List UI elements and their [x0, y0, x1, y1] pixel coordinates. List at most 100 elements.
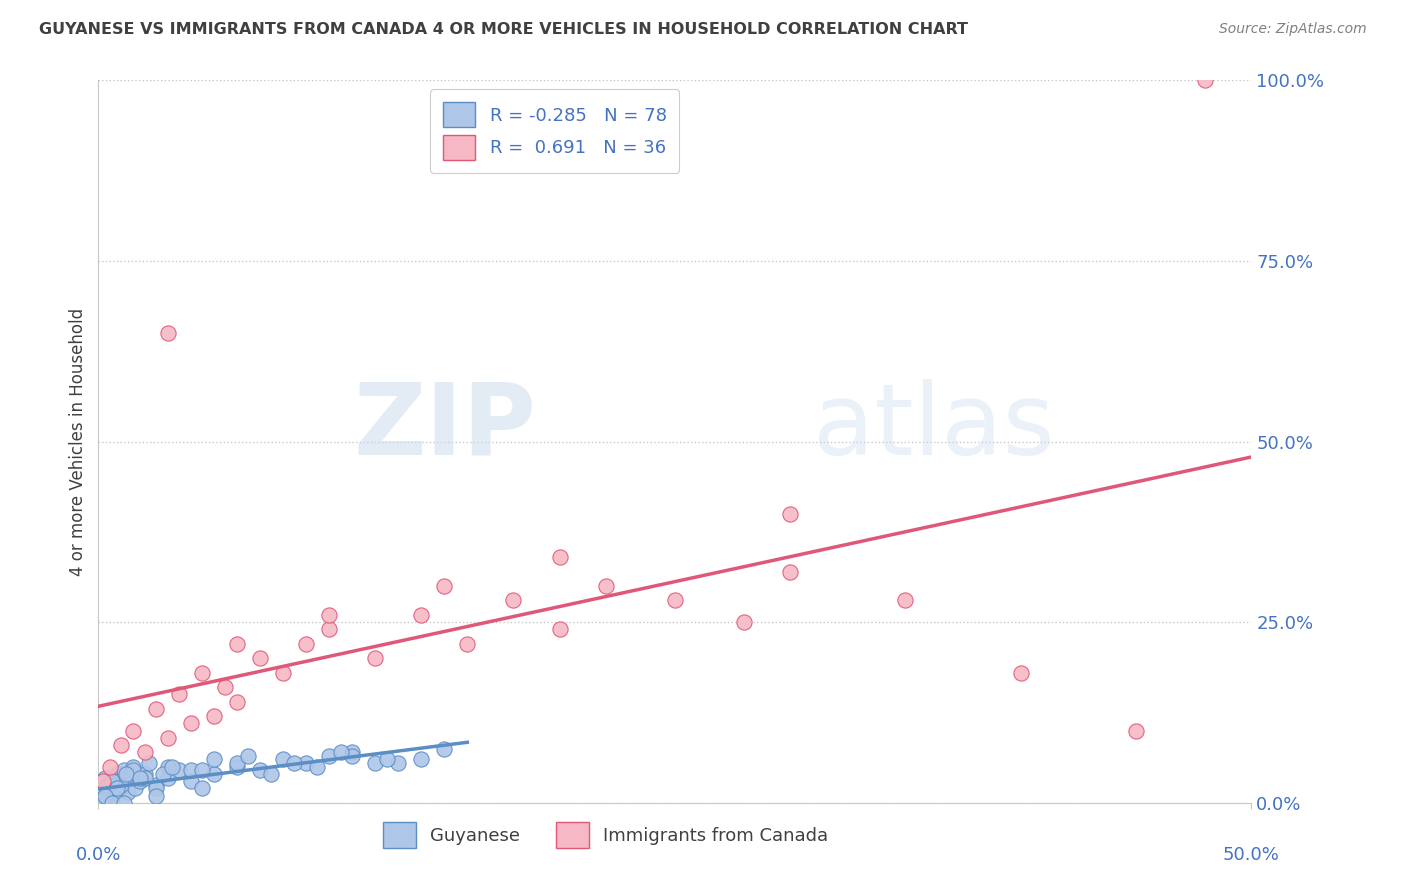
Point [664, 593, 686, 607]
Point [191, 781, 214, 796]
Point [225, 760, 247, 774]
Point [103, 778, 125, 792]
Point [260, 767, 283, 781]
Point [101, 789, 124, 803]
Point [225, 695, 247, 709]
Point [156, 731, 179, 745]
Point [375, 752, 398, 766]
Point [779, 565, 801, 579]
Point [202, 767, 225, 781]
Point [110, 738, 132, 752]
Point [87, 796, 110, 810]
Point [271, 752, 294, 766]
Point [202, 709, 225, 723]
Point [110, 781, 132, 796]
Point [1010, 665, 1032, 680]
Point [225, 637, 247, 651]
Point [152, 767, 174, 781]
Point [191, 764, 214, 778]
Point [87, 789, 110, 803]
Point [91, 778, 114, 792]
Point [364, 651, 387, 665]
Point [134, 767, 156, 781]
Point [129, 774, 152, 789]
Point [548, 623, 571, 637]
Point [249, 651, 271, 665]
Point [90, 789, 112, 803]
Point [156, 760, 179, 774]
Point [456, 637, 478, 651]
Text: ZIP: ZIP [354, 378, 537, 475]
Point [249, 764, 271, 778]
Point [87, 792, 110, 806]
Point [411, 752, 433, 766]
Point [91, 785, 114, 799]
Text: GUYANESE VS IMMIGRANTS FROM CANADA 4 OR MORE VEHICLES IN HOUSEHOLD CORRELATION C: GUYANESE VS IMMIGRANTS FROM CANADA 4 OR … [39, 22, 969, 37]
Point [340, 745, 363, 759]
Text: Source: ZipAtlas.com: Source: ZipAtlas.com [1219, 22, 1367, 37]
Point [122, 760, 145, 774]
Point [98, 760, 121, 774]
Point [115, 771, 138, 785]
Point [180, 716, 202, 731]
Point [87, 796, 110, 810]
Point [329, 745, 352, 759]
Point [156, 326, 179, 341]
Point [191, 665, 214, 680]
Point [145, 781, 167, 796]
Point [91, 774, 114, 789]
Point [98, 771, 121, 785]
Point [122, 723, 145, 738]
Point [548, 550, 571, 565]
Point [433, 579, 456, 593]
Point [387, 756, 409, 770]
Point [90, 785, 112, 799]
Point [89, 796, 111, 810]
Point [117, 785, 139, 799]
Point [105, 767, 128, 781]
Legend: Guyanese, Immigrants from Canada: Guyanese, Immigrants from Canada [373, 812, 839, 859]
Point [340, 748, 363, 763]
Point [180, 764, 202, 778]
Point [101, 796, 124, 810]
Point [97, 785, 120, 799]
Point [307, 760, 329, 774]
Text: 0.0%: 0.0% [76, 847, 121, 864]
Point [91, 792, 114, 806]
Point [97, 778, 120, 792]
Text: atlas: atlas [813, 378, 1054, 475]
Point [318, 607, 340, 622]
Point [433, 741, 456, 756]
Point [502, 593, 524, 607]
Point [134, 745, 156, 759]
Point [283, 756, 305, 770]
Point [112, 796, 135, 810]
Point [110, 778, 132, 792]
Point [90, 792, 112, 806]
Point [87, 781, 110, 796]
Point [1194, 73, 1216, 87]
Point [364, 756, 387, 770]
Point [318, 748, 340, 763]
Point [271, 665, 294, 680]
Y-axis label: 4 or more Vehicles in Household: 4 or more Vehicles in Household [69, 308, 87, 575]
Point [238, 748, 260, 763]
Point [103, 785, 125, 799]
Point [225, 756, 247, 770]
Point [145, 778, 167, 792]
Point [295, 756, 318, 770]
Point [167, 764, 190, 778]
Point [124, 781, 146, 796]
Point [129, 771, 152, 785]
Text: 50.0%: 50.0% [1223, 847, 1279, 864]
Point [145, 702, 167, 716]
Point [89, 792, 111, 806]
Point [98, 781, 121, 796]
Point [122, 764, 145, 778]
Point [94, 781, 117, 796]
Point [94, 771, 117, 785]
Point [1125, 723, 1147, 738]
Point [94, 789, 117, 803]
Point [90, 774, 112, 789]
Point [733, 615, 755, 630]
